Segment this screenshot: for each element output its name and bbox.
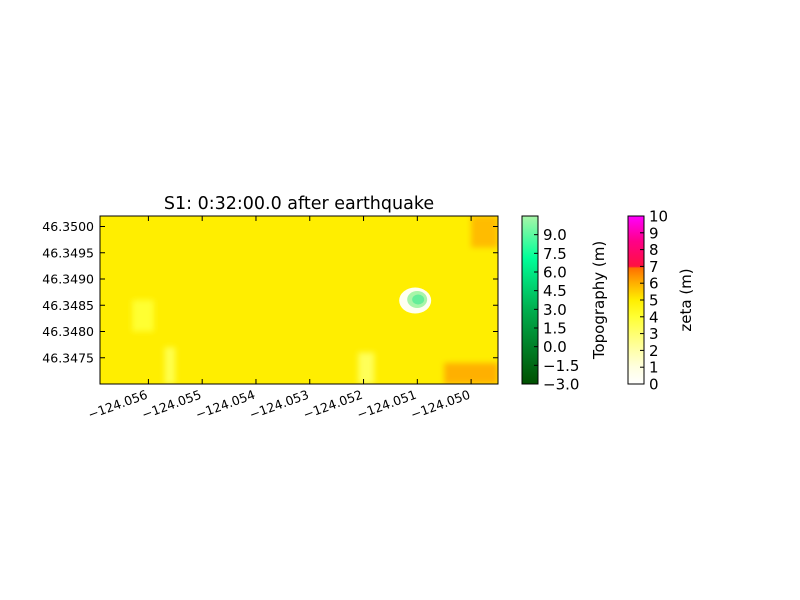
- colorbar-tick-label: 6.0: [543, 264, 567, 282]
- colorbar-tick-label: 9: [649, 224, 659, 242]
- colorbar-tick-label: 7.5: [543, 245, 567, 263]
- topography-colorbar: −3.0−1.50.01.53.04.56.07.59.0 Topography…: [521, 215, 608, 394]
- topography-colorbar-ticks: −3.0−1.50.01.53.04.56.07.59.0: [534, 226, 579, 394]
- colorbar-tick-label: 6: [649, 275, 659, 293]
- colorbar-tick-label: 9.0: [543, 226, 567, 244]
- colorbar-tick-label: 1.5: [543, 320, 567, 338]
- plot-frame: [99, 215, 499, 385]
- chart-title: S1: 0:32:00.0 after earthquake: [164, 194, 434, 214]
- colorbar-tick-label: 1: [649, 359, 659, 377]
- x-tick-label: −124.055: [140, 387, 204, 422]
- colorbar-tick-label: 0.0: [543, 338, 567, 356]
- x-tick-label: −124.051: [355, 387, 419, 422]
- y-tick-label: 46.3475: [42, 350, 94, 365]
- y-tick-label: 46.3480: [42, 324, 94, 339]
- colorbar-tick-label: 4: [649, 308, 659, 326]
- island-topography-peak: [412, 294, 425, 305]
- colorbar-tick-label: 5: [649, 292, 659, 310]
- colorbar-tick-label: −1.5: [543, 357, 579, 375]
- y-tick-label: 46.3490: [42, 272, 94, 287]
- colorbar-tick-label: 3: [649, 325, 659, 343]
- zeta-field-regions: [132, 216, 498, 384]
- topography-colorbar-gradient: [521, 215, 539, 385]
- colorbar-tick-label: 10: [649, 208, 668, 226]
- x-tick-label: −124.056: [86, 387, 150, 422]
- zeta-region: [444, 363, 498, 384]
- y-tick-label: 46.3495: [42, 245, 94, 260]
- x-tick-label: −124.050: [409, 387, 473, 422]
- x-tick-label: −124.052: [301, 387, 365, 422]
- zeta-colorbar-label: zeta (m): [677, 268, 695, 331]
- x-tick-label: −124.053: [247, 387, 311, 422]
- colorbar-tick-label: 4.5: [543, 282, 567, 300]
- y-tick-label: 46.3485: [42, 298, 94, 313]
- y-axis: 46.3475 46.3480 46.3485 46.3490 46.3495 46.35…: [42, 219, 498, 365]
- zeta-field-background: [100, 216, 498, 384]
- colorbar-tick-label: 7: [649, 258, 659, 276]
- zeta-region: [358, 352, 375, 384]
- x-tick-label: −124.054: [193, 387, 257, 422]
- colorbar-tick-label: −3.0: [543, 376, 579, 394]
- zeta-region: [132, 300, 154, 332]
- plot-area: [100, 216, 498, 384]
- zeta-region: [164, 347, 176, 384]
- colorbar-tick-label: 0: [649, 376, 659, 394]
- zeta-region: [471, 216, 498, 248]
- island: [399, 287, 432, 314]
- colorbar-tick-label: 2: [649, 342, 659, 360]
- colorbar-tick-label: 8: [649, 241, 659, 259]
- colorbar-tick-label: 3.0: [543, 301, 567, 319]
- topography-colorbar-label: Topography (m): [590, 241, 608, 360]
- y-tick-label: 46.3500: [42, 219, 94, 234]
